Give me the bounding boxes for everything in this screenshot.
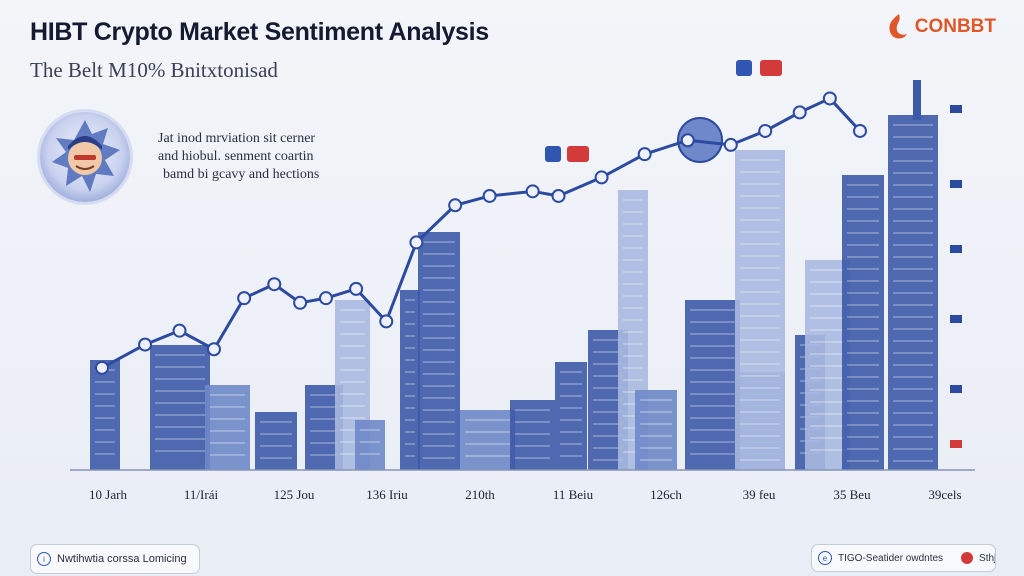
data-point-1[interactable]	[138, 337, 153, 352]
data-point-19[interactable]	[758, 123, 773, 138]
x-tick-label-7: 39 feu	[743, 487, 776, 502]
building-9	[460, 410, 515, 470]
globe-marker-icon	[677, 117, 723, 163]
footer-right-chip[interactable]: e TIGO-Seatider owdntes Sthjou	[811, 544, 996, 572]
building-20	[842, 175, 884, 470]
building-11	[555, 362, 587, 470]
side-marker-icon	[950, 315, 962, 323]
chart-description: Jat inod mrviation sit cerner and hiobul…	[158, 130, 358, 184]
building-21	[888, 115, 938, 470]
tower-spire	[913, 80, 921, 120]
side-marker-icon	[950, 440, 962, 448]
heart-badge-icon	[567, 146, 589, 162]
side-marker-icon	[950, 245, 962, 253]
footer-left-chip[interactable]: i Nwtihwtia corssa Lomicing	[30, 544, 200, 574]
data-point-18[interactable]	[723, 137, 738, 152]
building-6	[355, 420, 385, 470]
side-marker-icon	[950, 385, 962, 393]
globe-icon: e	[818, 551, 832, 565]
data-point-2[interactable]	[172, 323, 187, 338]
chart-title: HIBT Crypto Market Sentiment Analysis	[30, 18, 489, 46]
building-3	[255, 412, 297, 470]
description-line: Jat inod mrviation sit cerner	[158, 131, 316, 146]
data-point-0[interactable]	[95, 360, 109, 375]
data-point-22[interactable]	[853, 123, 867, 138]
data-point-3[interactable]	[206, 342, 221, 357]
x-tick-label-1: 11/Irái	[184, 487, 219, 502]
x-axis-ticks: 10 Jarh 11/Irái 125 Jou 136 Iriu 210th 11 Bei…	[89, 487, 962, 502]
footer-right-extra: Sthjou	[979, 552, 995, 564]
data-point-21[interactable]	[822, 91, 837, 106]
building-2	[205, 385, 250, 470]
data-point-16[interactable]	[637, 147, 652, 162]
brand-name: CONBBT	[914, 16, 996, 37]
x-tick-label-5: 11 Beiu	[553, 487, 594, 502]
x-tick-label-8: 35 Beu	[833, 487, 871, 502]
data-point-10[interactable]	[409, 235, 424, 250]
x-tick-label-3: 136 Iriu	[366, 487, 408, 502]
building-0	[90, 360, 120, 470]
x-tick-label-2: 125 Jou	[274, 487, 315, 502]
building-1	[150, 345, 210, 470]
data-point-15[interactable]	[594, 170, 609, 185]
info-icon: i	[37, 552, 51, 566]
building-17	[735, 150, 785, 470]
brand-flame-icon	[889, 14, 907, 39]
building-15	[685, 300, 740, 470]
data-point-6[interactable]	[293, 295, 308, 310]
side-marker-icon	[950, 105, 962, 113]
building-7	[400, 290, 420, 470]
side-marker-icon	[950, 180, 962, 188]
data-point-8[interactable]	[349, 281, 364, 296]
record-dot-icon	[961, 552, 974, 564]
footer-right-label: TIGO-Seatider owdntes	[838, 552, 944, 564]
x-tick-label-9: 39cels	[928, 487, 961, 502]
description-line: and hiobul. senment coartin	[158, 149, 314, 164]
chart-subtitle: The Belt M10% Bnitxtonisad	[30, 58, 278, 82]
data-point-7[interactable]	[318, 291, 333, 306]
side-markers	[950, 105, 962, 448]
data-point-11[interactable]	[448, 198, 463, 213]
building-14	[635, 390, 677, 470]
description-line: bamd bi gcavy and hections	[163, 167, 320, 182]
like-badge-icon	[736, 60, 752, 76]
x-tick-label-4: 210th	[465, 487, 495, 502]
sentiment-series	[95, 91, 867, 375]
data-point-9[interactable]	[379, 314, 394, 329]
building-10	[510, 400, 555, 470]
data-point-12[interactable]	[482, 188, 497, 203]
data-point-5[interactable]	[267, 277, 282, 292]
data-point-20[interactable]	[792, 105, 807, 120]
footer-left-label: Nwtihwtia corssa Lomicing	[57, 553, 187, 565]
like-badge-icon	[545, 146, 561, 162]
heart-badge-icon	[760, 60, 782, 76]
data-point-4[interactable]	[237, 291, 252, 306]
data-point-17[interactable]	[680, 133, 695, 148]
city-skyline	[90, 80, 938, 470]
social-badge-group	[545, 60, 782, 162]
x-tick-label-6: 126ch	[650, 487, 682, 502]
building-8	[418, 232, 460, 470]
data-point-14[interactable]	[551, 188, 566, 203]
brand-logo: CONBBT	[885, 12, 996, 42]
mascot-emblem-icon	[40, 112, 130, 202]
x-tick-label-0: 10 Jarh	[89, 487, 127, 502]
data-point-13[interactable]	[525, 184, 540, 199]
